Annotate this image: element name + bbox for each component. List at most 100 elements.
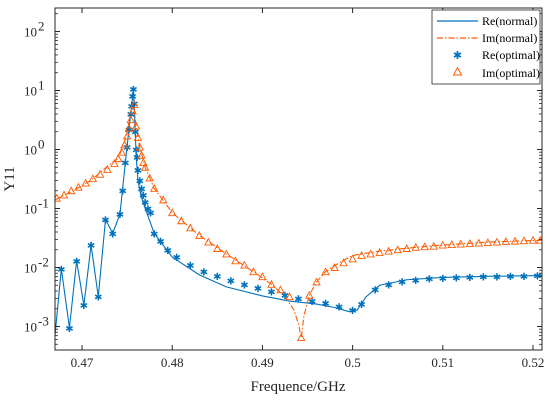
re-optimal-point: ✱ <box>141 198 149 209</box>
legend: Re(normal) Im(normal) ✱ Re(optimal) Im(o… <box>431 9 541 85</box>
re-optimal-point: ✱ <box>439 274 447 285</box>
im-optimal-point <box>204 237 213 246</box>
im-optimal-point <box>186 223 195 232</box>
im-optimal-point <box>122 131 132 140</box>
x-tick-label: 0.47 <box>71 355 94 370</box>
y-tick-label: 10 <box>24 202 37 217</box>
legend-label-im-optimal: Im(optimal) <box>482 66 540 80</box>
im-optimal-point <box>249 267 258 276</box>
re-optimal-point: ✱ <box>136 176 144 187</box>
re-optimal-point: ✱ <box>87 241 95 252</box>
legend-box <box>431 9 541 85</box>
re-optimal-point: ✱ <box>321 299 329 310</box>
re-optimal-point: ✱ <box>186 261 194 272</box>
legend-label-im-normal: Im(normal) <box>482 31 537 45</box>
im-optimal-point <box>140 162 150 171</box>
re-optimal-point: ✱ <box>227 277 235 288</box>
y-tick-label: 10 <box>24 320 37 335</box>
x-tick-label: 0.52 <box>522 355 545 370</box>
re-optimal-point: ✱ <box>493 272 501 283</box>
im-optimal-point <box>276 285 285 294</box>
y-tick-exponent: 0 <box>38 136 45 151</box>
re-optimal-point: ✱ <box>121 159 129 170</box>
re-optimal-point: ✱ <box>412 276 420 287</box>
re-optimal-point: ✱ <box>130 100 138 111</box>
re-optimal-point: ✱ <box>335 302 343 313</box>
y-tick-exponent: 2 <box>38 18 45 33</box>
im-optimal-point <box>81 178 90 187</box>
y-tick-label: 10 <box>24 24 37 39</box>
re-optimal-point: ✱ <box>520 272 528 283</box>
re-optimal-point: ✱ <box>200 268 208 279</box>
im-optimal-point <box>88 174 98 183</box>
re-optimal-point: ✱ <box>348 306 356 317</box>
im-optimal-point <box>177 216 186 225</box>
im-optimal-point <box>375 247 384 256</box>
re-optimal-point: ✱ <box>533 272 541 283</box>
im-optimal-point <box>167 208 177 217</box>
re-optimal-point: ✱ <box>213 272 221 283</box>
re-optimal-point: ✱ <box>131 128 139 139</box>
re-optimal-point: ✱ <box>133 153 141 164</box>
re-normal-line <box>55 89 542 336</box>
re-optimal-point: ✱ <box>139 191 147 202</box>
im-optimal-point <box>510 236 520 245</box>
x-tick-label: 0.48 <box>161 355 184 370</box>
im-optimal-point <box>139 158 148 167</box>
im-optimal-point <box>110 159 119 167</box>
y-tick-label: 10 <box>24 83 37 98</box>
im-optimal-point <box>135 142 145 151</box>
im-optimal-point <box>59 190 69 199</box>
re-optimal-point: ✱ <box>65 324 73 335</box>
re-optimal-point: ✱ <box>123 143 131 154</box>
re-optimal-point: ✱ <box>357 300 365 311</box>
legend-marker-re-optimal: ✱ <box>453 49 462 62</box>
im-optimal-point <box>130 99 139 108</box>
re-optimal-point: ✱ <box>101 216 109 227</box>
im-optimal-point <box>366 249 375 258</box>
re-optimal-point: ✱ <box>94 293 102 304</box>
x-tick-label: 0.5 <box>344 355 360 370</box>
im-optimal-point <box>429 241 439 250</box>
im-optimal-point <box>267 279 276 288</box>
y-axis-label: Y11 <box>2 166 18 191</box>
im-optimal-point <box>240 260 249 269</box>
re-optimal-point: ✱ <box>452 273 460 284</box>
y-tick-label: 10 <box>24 142 37 157</box>
im-optimal-point <box>393 245 402 254</box>
re-optimal-point: ✱ <box>137 184 145 195</box>
im-optimal-point <box>339 258 348 267</box>
im-optimal-point <box>492 237 502 246</box>
im-optimal-point <box>438 240 448 249</box>
axes-box <box>54 7 543 351</box>
im-optimal-point <box>103 164 112 173</box>
re-optimal-point: ✱ <box>371 286 379 297</box>
re-optimal-point: ✱ <box>384 280 392 291</box>
re-optimal-point: ✱ <box>173 253 181 264</box>
re-optimal-point: ✱ <box>479 273 487 284</box>
re-optimal-point: ✱ <box>129 85 137 96</box>
re-optimal-point: ✱ <box>116 210 124 221</box>
im-optimal-point <box>357 251 366 259</box>
legend-label-re-normal: Re(normal) <box>482 14 537 28</box>
re-optimal-point: ✱ <box>118 187 126 198</box>
im-optimal-point <box>149 183 159 192</box>
im-optimal-point <box>213 244 222 252</box>
im-optimal-point <box>231 256 240 265</box>
legend-marker-im-optimal <box>452 66 463 76</box>
re-optimal-point: ✱ <box>254 284 262 295</box>
im-optimal-point <box>285 292 294 301</box>
re-optimal-point: ✱ <box>132 146 140 157</box>
im-optimal-point <box>258 272 267 281</box>
re-optimal-point: ✱ <box>267 288 275 299</box>
re-optimal-point: ✱ <box>156 237 164 248</box>
im-optimal-point <box>348 254 357 263</box>
im-optimal-point <box>66 186 76 195</box>
im-optimal-point <box>465 239 475 247</box>
re-optimal-point: ✱ <box>294 294 302 305</box>
x-tick-label: 0.51 <box>431 355 454 370</box>
y-tick-exponent: -3 <box>38 314 49 329</box>
y-tick-label: 10 <box>24 261 37 276</box>
im-optimal-point <box>137 150 146 159</box>
